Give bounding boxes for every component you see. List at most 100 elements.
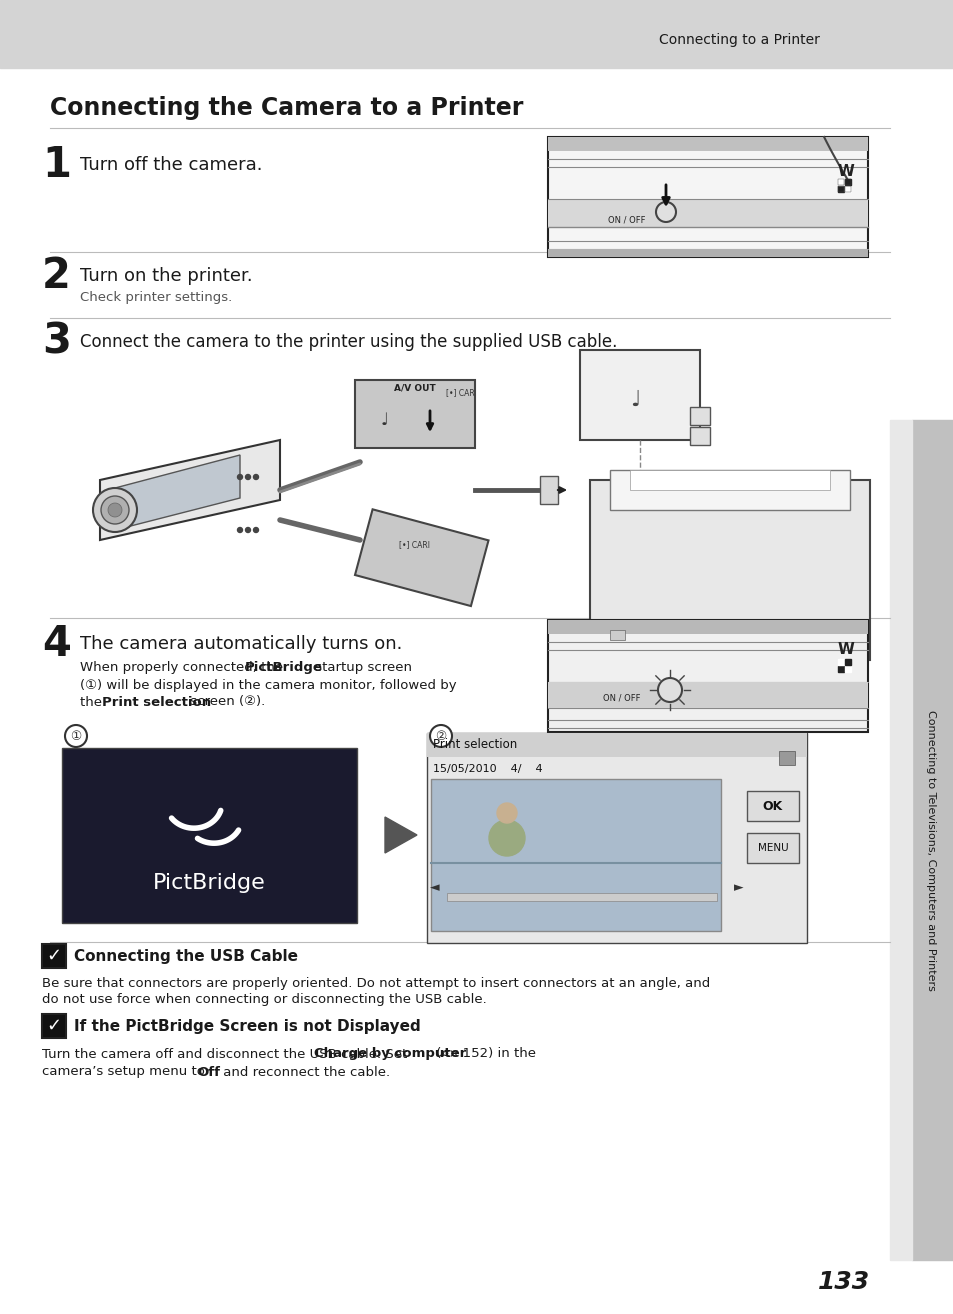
Circle shape	[245, 474, 251, 480]
Text: ✓: ✓	[47, 947, 62, 964]
Bar	[844, 187, 850, 192]
Bar	[609, 629, 624, 640]
Text: Print selection: Print selection	[102, 695, 211, 708]
Polygon shape	[100, 774, 280, 874]
Bar	[609, 470, 849, 510]
Text: A/V OUT: A/V OUT	[394, 384, 436, 393]
Text: camera’s setup menu to: camera’s setup menu to	[42, 1066, 209, 1079]
Bar	[779, 752, 794, 765]
Text: 1: 1	[42, 145, 71, 187]
Text: Connecting to Televisions, Computers and Printers: Connecting to Televisions, Computers and…	[925, 710, 935, 991]
Bar	[355, 380, 475, 448]
Bar	[0, 0, 953, 68]
Polygon shape	[100, 440, 280, 540]
Bar	[62, 748, 356, 922]
Bar	[844, 660, 850, 665]
Circle shape	[237, 474, 242, 480]
Bar	[844, 179, 850, 185]
Bar	[547, 248, 867, 258]
Bar	[427, 733, 806, 757]
Text: Turn off the camera.: Turn off the camera.	[80, 156, 262, 173]
Bar	[547, 137, 867, 151]
Bar	[355, 510, 488, 606]
Circle shape	[656, 202, 676, 222]
Bar	[547, 620, 867, 633]
Text: Connecting the USB Cable: Connecting the USB Cable	[74, 949, 297, 963]
Text: Connecting to a Printer: Connecting to a Printer	[659, 33, 820, 47]
Bar	[689, 427, 709, 445]
Text: ►: ►	[734, 882, 743, 895]
Text: When properly connected, the: When properly connected, the	[80, 661, 287, 674]
Text: 133: 133	[817, 1271, 869, 1294]
Bar	[547, 682, 867, 708]
Bar	[589, 480, 869, 660]
Text: Turn on the printer.: Turn on the printer.	[80, 267, 253, 285]
Circle shape	[253, 527, 258, 532]
Bar	[844, 187, 850, 192]
Text: 4: 4	[42, 623, 71, 665]
Polygon shape	[115, 455, 240, 530]
Text: 2: 2	[42, 255, 71, 297]
Text: (①) will be displayed in the camera monitor, followed by: (①) will be displayed in the camera moni…	[80, 678, 456, 691]
Bar	[837, 179, 843, 185]
Text: ①: ①	[71, 729, 82, 742]
Bar	[427, 733, 806, 943]
Text: the: the	[80, 695, 106, 708]
Text: PictBridge: PictBridge	[245, 661, 322, 674]
Bar	[547, 620, 867, 732]
Bar	[746, 833, 799, 863]
Circle shape	[65, 725, 87, 746]
Text: If the PictBridge Screen is not Displayed: If the PictBridge Screen is not Displaye…	[74, 1018, 420, 1034]
Text: do not use force when connecting or disconnecting the USB cable.: do not use force when connecting or disc…	[42, 993, 486, 1007]
Text: OK: OK	[762, 799, 782, 812]
Circle shape	[658, 678, 681, 702]
Text: ON / OFF: ON / OFF	[607, 215, 645, 225]
Text: Connect the camera to the printer using the supplied USB cable.: Connect the camera to the printer using …	[80, 332, 617, 351]
Bar	[539, 476, 558, 505]
Text: W: W	[837, 164, 854, 180]
Text: startup screen: startup screen	[311, 661, 412, 674]
Bar	[911, 420, 953, 1260]
Text: PictBridge: PictBridge	[152, 872, 265, 894]
Text: The camera automatically turns on.: The camera automatically turns on.	[80, 635, 402, 653]
Bar	[837, 187, 843, 192]
Bar	[746, 791, 799, 821]
Bar	[689, 407, 709, 424]
Circle shape	[245, 527, 251, 532]
Polygon shape	[385, 817, 416, 853]
Bar	[837, 187, 843, 192]
Circle shape	[108, 503, 122, 516]
Circle shape	[92, 487, 137, 532]
Text: ✓: ✓	[47, 1017, 62, 1035]
Text: ON / OFF: ON / OFF	[602, 694, 639, 703]
Text: ♩: ♩	[380, 411, 389, 428]
Text: Connecting the Camera to a Printer: Connecting the Camera to a Printer	[50, 96, 523, 120]
Bar	[431, 779, 720, 932]
Text: MENU: MENU	[757, 844, 787, 853]
Text: and reconnect the cable.: and reconnect the cable.	[219, 1066, 390, 1079]
Text: ②: ②	[435, 729, 446, 742]
Text: screen (②).: screen (②).	[186, 695, 265, 708]
Text: Check printer settings.: Check printer settings.	[80, 292, 232, 305]
Text: ♩: ♩	[629, 390, 639, 410]
Bar	[837, 660, 843, 665]
Bar	[42, 1014, 66, 1038]
Circle shape	[253, 474, 258, 480]
Text: Print selection: Print selection	[433, 738, 517, 752]
Bar	[579, 350, 700, 440]
Circle shape	[430, 725, 452, 746]
Circle shape	[489, 820, 524, 855]
Circle shape	[237, 527, 242, 532]
Bar	[837, 179, 843, 185]
Text: 3: 3	[42, 321, 71, 363]
Text: 15/05/2010    4/    4: 15/05/2010 4/ 4	[433, 763, 542, 774]
Bar	[42, 943, 66, 968]
Text: Turn the camera off and disconnect the USB cable. Set: Turn the camera off and disconnect the U…	[42, 1047, 411, 1060]
Circle shape	[497, 803, 517, 823]
Text: W: W	[837, 643, 854, 657]
Bar	[547, 198, 867, 227]
Bar	[629, 470, 829, 490]
Bar	[889, 420, 911, 1260]
Text: [•] CARI: [•] CARI	[399, 540, 430, 549]
Bar	[837, 666, 843, 671]
